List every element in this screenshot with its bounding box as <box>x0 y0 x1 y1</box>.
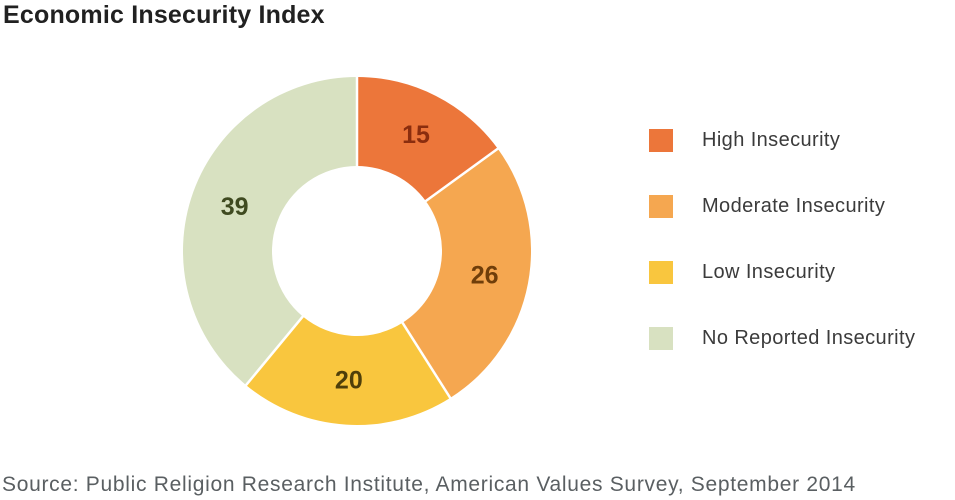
legend: High Insecurity Moderate Insecurity Low … <box>649 128 915 392</box>
source-text: Source: Public Religion Research Institu… <box>2 473 856 496</box>
donut-value-label: 26 <box>471 261 499 289</box>
legend-swatch <box>649 326 673 350</box>
legend-item: No Reported Insecurity <box>649 326 915 350</box>
legend-item: High Insecurity <box>649 128 915 152</box>
page-title: Economic Insecurity Index <box>3 1 325 29</box>
donut-segment-moderate-insecurity <box>402 148 531 398</box>
segment-separator <box>424 147 500 203</box>
legend-item-label: High Insecurity <box>702 129 841 151</box>
legend-swatch <box>649 128 673 152</box>
donut-segment-low-insecurity <box>246 316 451 425</box>
donut-segment-no-reported-insecurity <box>183 77 357 386</box>
donut-value-label: 39 <box>221 193 249 221</box>
segment-separator <box>400 321 452 400</box>
donut-segment-high-insecurity <box>357 77 498 202</box>
donut-value-label: 15 <box>402 121 430 149</box>
donut-value-label: 20 <box>335 367 363 395</box>
legend-item: Low Insecurity <box>649 260 915 284</box>
segment-separator <box>244 314 305 387</box>
legend-item: Moderate Insecurity <box>649 194 915 218</box>
donut-chart: 15 26 20 39 <box>183 76 531 425</box>
legend-swatch <box>649 260 673 284</box>
legend-swatch <box>649 194 673 218</box>
legend-item-label: Low Insecurity <box>702 261 836 283</box>
legend-item-label: No Reported Insecurity <box>702 327 916 349</box>
legend-item-label: Moderate Insecurity <box>702 195 886 217</box>
